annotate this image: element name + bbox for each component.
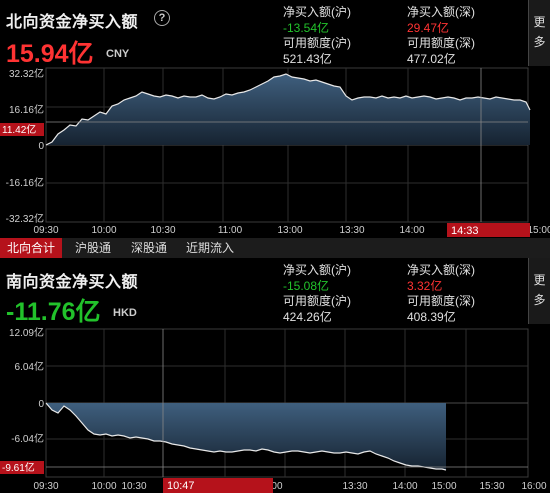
north-panel: 北向资金净买入额 ? 15.94亿 CNY 净买入额(沪) -13.54亿 可用…: [0, 0, 550, 238]
north-chart: 32.32亿 16.16亿 0 -16.16亿 -32.32亿 11.42亿 0…: [0, 67, 550, 237]
south-chart: 12.09亿 6.04亿 0 -6.04亿 -9.61亿 09:30 10:00…: [0, 326, 547, 493]
north-net-value: 15.94亿: [6, 40, 94, 68]
north-value-tag: [0, 123, 44, 136]
south-x-tick-3: 10:30: [121, 481, 146, 492]
south-stat-value-sh-quota: 424.26亿: [283, 310, 332, 324]
tab-shanghai-connect[interactable]: 沪股通: [74, 241, 111, 255]
north-cursor-time-tag: [447, 223, 530, 237]
south-x-tick-1: 09:30: [33, 481, 58, 492]
north-title: 北向资金净买入额: [6, 14, 139, 31]
north-cursor-time: 14:33: [451, 225, 479, 237]
south-stat-label-sh-quota: 可用额度(沪): [283, 294, 351, 308]
north-x-tick-8: 15:00: [527, 225, 550, 236]
south-y-tick-2: 6.04亿: [15, 360, 44, 373]
north-stat-label-sh-quota: 可用额度(沪): [283, 36, 351, 50]
south-x-tick-2: 10:00: [91, 481, 116, 492]
south-more-label-2: 多: [533, 293, 546, 307]
tab-shenzhen-connect[interactable]: 深股通: [130, 241, 167, 255]
south-net-value: -11.76亿: [6, 298, 101, 326]
north-y-tick-5: -32.32亿: [6, 212, 44, 225]
north-more-label-2: 多: [533, 35, 546, 49]
south-stat-label-sz-quota: 可用额度(深): [407, 294, 475, 308]
north-stat-value-sz-quota: 477.02亿: [407, 52, 456, 66]
south-value-tag: [0, 461, 44, 474]
help-icon[interactable]: ?: [154, 10, 170, 26]
south-stat-value-sh-net: -15.08亿: [283, 279, 330, 293]
south-y-tick-3: 0: [38, 399, 44, 410]
tab-north-total[interactable]: 北向合计: [0, 238, 62, 258]
north-stat-value-sh-quota: 521.43亿: [283, 52, 332, 66]
north-x-tick-4: 11:00: [218, 225, 243, 236]
south-more-button[interactable]: 更 多: [528, 258, 550, 324]
north-x-tick-6: 13:30: [339, 225, 364, 236]
south-x-tick-8: 15:30: [479, 481, 504, 492]
north-more-button[interactable]: 更 多: [528, 0, 550, 66]
south-currency: HKD: [113, 307, 137, 319]
tab-bar: 北向合计 沪股通 深股通 近期流入: [0, 238, 550, 258]
south-panel: 南向资金净买入额 -11.76亿 HKD 净买入额(沪) -15.08亿 可用额…: [0, 258, 550, 493]
south-cursor-time: 10:47: [167, 480, 195, 492]
south-y-tick-4: -6.04亿: [11, 432, 44, 445]
south-x-tick-7: 15:00: [431, 481, 456, 492]
south-stat-label-sz-net: 净买入额(深): [407, 263, 475, 277]
north-line: [45, 73, 531, 146]
north-x-tick-7: 14:00: [399, 225, 424, 236]
north-stat-value-sz-net: 29.47亿: [407, 21, 450, 35]
north-stat-label-sh-net: 净买入额(沪): [283, 5, 351, 19]
south-cursor-time-tag: [163, 478, 273, 493]
north-stat-label-sz-quota: 可用额度(深): [407, 36, 475, 50]
north-area: [46, 74, 530, 145]
south-area: [46, 403, 446, 470]
south-x-tick-6: 14:00: [392, 481, 417, 492]
south-more-label-1: 更: [533, 273, 546, 287]
north-x-tick-5: 13:00: [277, 225, 302, 236]
south-y-tick-1: 12.09亿: [9, 326, 44, 339]
south-stat-value-sz-net: 3.32亿: [407, 279, 443, 293]
north-x-tick-2: 10:00: [91, 225, 116, 236]
north-stat-label-sz-net: 净买入额(深): [407, 5, 475, 19]
tab-recent-inflow[interactable]: 近期流入: [185, 241, 234, 255]
south-stat-value-sz-quota: 408.39亿: [407, 310, 456, 324]
north-y-tick-1: 32.32亿: [9, 67, 44, 80]
north-x-tick-1: 09:30: [33, 225, 58, 236]
north-value-tag-text: 11.42亿: [2, 123, 36, 136]
south-line: [45, 402, 447, 471]
south-title: 南向资金净买入额: [6, 274, 139, 291]
north-y-tick-3: 0: [38, 141, 44, 152]
north-x-tick-3: 10:30: [150, 225, 175, 236]
south-value-tag-text: -9.61亿: [2, 461, 35, 474]
south-x-tick-9: 16:00: [521, 481, 546, 492]
north-y-tick-2: 16.16亿: [9, 103, 44, 116]
south-stat-label-sh-net: 净买入额(沪): [283, 263, 351, 277]
north-currency: CNY: [106, 48, 130, 60]
north-more-label-1: 更: [533, 15, 546, 29]
north-y-tick-4: -16.16亿: [6, 176, 44, 189]
north-stat-value-sh-net: -13.54亿: [283, 21, 330, 35]
south-x-tick-5: 13:30: [342, 481, 367, 492]
